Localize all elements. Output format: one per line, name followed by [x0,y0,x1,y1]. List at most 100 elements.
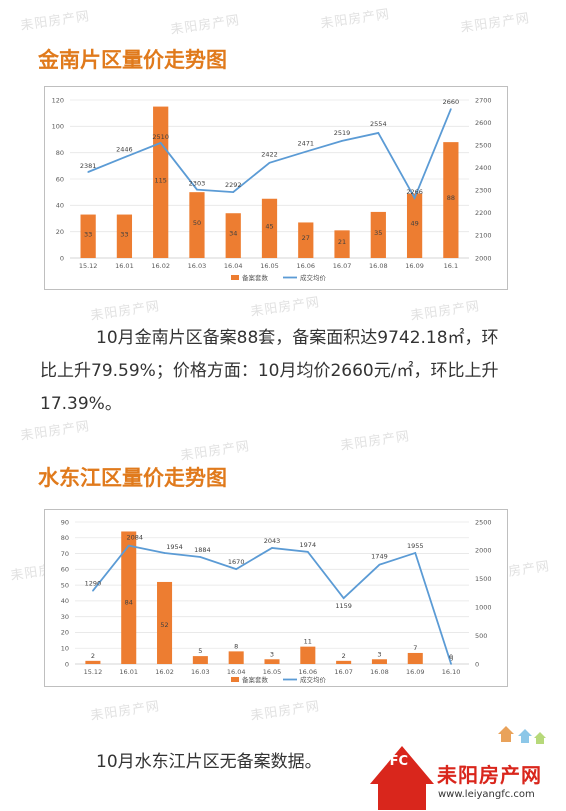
series-line [92,544,452,665]
logo-abbr: LYFC [374,754,409,769]
y-tick-label: 30 [61,613,69,621]
line-point [232,191,235,193]
legend-label: 成交均价 [300,675,327,684]
legend-label: 成交均价 [300,273,327,282]
section1-paragraph: 10月金南片区备案88套，备案面积达9742.18㎡，环 比上升79.59%；价… [40,322,540,421]
line-data-label: 2043 [264,537,281,545]
y-tick-label: 100 [52,123,64,131]
bar-data-label: 35 [374,229,382,237]
x-tick-label: 16.04 [227,668,246,676]
y2-tick-label: 2500 [475,141,492,149]
line-data-label: 2510 [152,133,169,141]
line-data-label: 2084 [126,534,143,542]
logo-house-icon [370,746,434,810]
bar [264,659,280,664]
site-logo [370,726,546,810]
logo-name: 耒阳房产网 [437,763,542,787]
watermark-text: 耒阳房产网 [19,9,91,34]
logo-small-house-icon [498,726,514,742]
bar [228,651,244,664]
y2-tick-label: 2400 [475,164,492,172]
line-data-label: 1884 [194,546,211,554]
logo-url: www.leiyangfc.com [438,789,535,800]
bar-data-label: 88 [447,194,455,202]
y-tick-label: 0 [65,660,69,668]
section2-title: 水东江区量价走势图 [38,466,227,490]
line-point [159,142,162,144]
y-tick-label: 20 [61,629,69,637]
line-data-label: 2292 [225,181,242,189]
y2-tick-label: 0 [475,660,479,668]
bar-data-label: 5 [198,647,202,655]
line-point [235,568,237,570]
bar-data-label: 27 [302,234,310,242]
x-tick-label: 15.12 [79,262,98,270]
bar [80,214,96,258]
bar-data-label: 8 [234,642,238,650]
legend-label: 备案套数 [242,273,269,282]
y2-tick-label: 2500 [475,518,492,526]
x-tick-label: 16.09 [405,262,424,270]
watermark-text: 耒阳房产网 [249,699,321,724]
x-tick-label: 16.02 [151,262,170,270]
line-data-label: 2381 [80,162,97,170]
y2-tick-label: 2600 [475,119,492,127]
bar [189,192,205,258]
section1-paragraph-line1: 10月金南片区备案88套，备案面积达9742.18㎡，环 [96,328,499,348]
y-tick-label: 80 [61,534,69,542]
bar-data-label: 52 [160,621,168,629]
y-tick-label: 60 [56,175,64,183]
chart1-frame: 0 20 40 60 80 100 120 2000 2100 2200 2300 2400 2500 2… [44,86,508,290]
line-data-label: 1955 [407,542,424,550]
bar [371,659,387,664]
bar [225,213,241,258]
y2-tick-label: 2100 [475,232,492,240]
line-point [450,108,452,110]
x-tick-label: 16.01 [115,262,134,270]
line-point [304,150,307,153]
line-point [414,552,417,554]
y2-tick-label: 2000 [475,547,492,555]
y2-tick-label: 500 [475,632,487,640]
y2-tick-label: 1000 [475,604,492,612]
line-point [450,663,452,665]
bar [300,646,316,664]
x-tick-label: 16.03 [188,262,207,270]
bar-data-label: 7 [413,644,417,652]
line-point [92,589,94,592]
line-point [199,556,202,558]
y-tick-label: 40 [61,597,69,605]
bar-data-label: 2 [91,652,95,660]
line-point [196,188,198,191]
watermark-text: 耒阳房产网 [339,429,411,454]
legend-bar-swatch [231,275,239,280]
watermark-text: 耒阳房产网 [249,295,321,320]
x-tick-label: 16.03 [191,668,210,676]
x-tick-label: 16.05 [260,262,279,270]
line-data-label: 2446 [116,145,133,153]
bar-data-label: 34 [229,230,237,238]
line-data-label: 2519 [334,129,351,137]
line-point [342,597,345,599]
bar [157,581,173,664]
line-data-label: 0 [449,653,453,661]
bar [443,142,459,258]
line-point [87,171,89,173]
bar [121,531,137,664]
x-tick-label: 16.06 [296,262,315,270]
bar-data-label: 33 [120,230,128,238]
bar [116,214,133,258]
bar [406,193,423,258]
y2-tick-label: 2200 [475,209,492,217]
line-data-label: 2471 [297,140,314,148]
bar [370,211,386,258]
legend-label: 备案套数 [242,675,269,684]
bar-data-label: 49 [410,220,418,228]
line-point [268,161,271,164]
y2-tick-label: 2000 [475,254,492,262]
y-tick-label: 10 [61,645,69,653]
line-point [127,544,130,547]
section1-title: 金南片区量价走势图 [38,48,227,72]
bar-data-label: 3 [270,650,274,658]
line-point [307,551,309,553]
